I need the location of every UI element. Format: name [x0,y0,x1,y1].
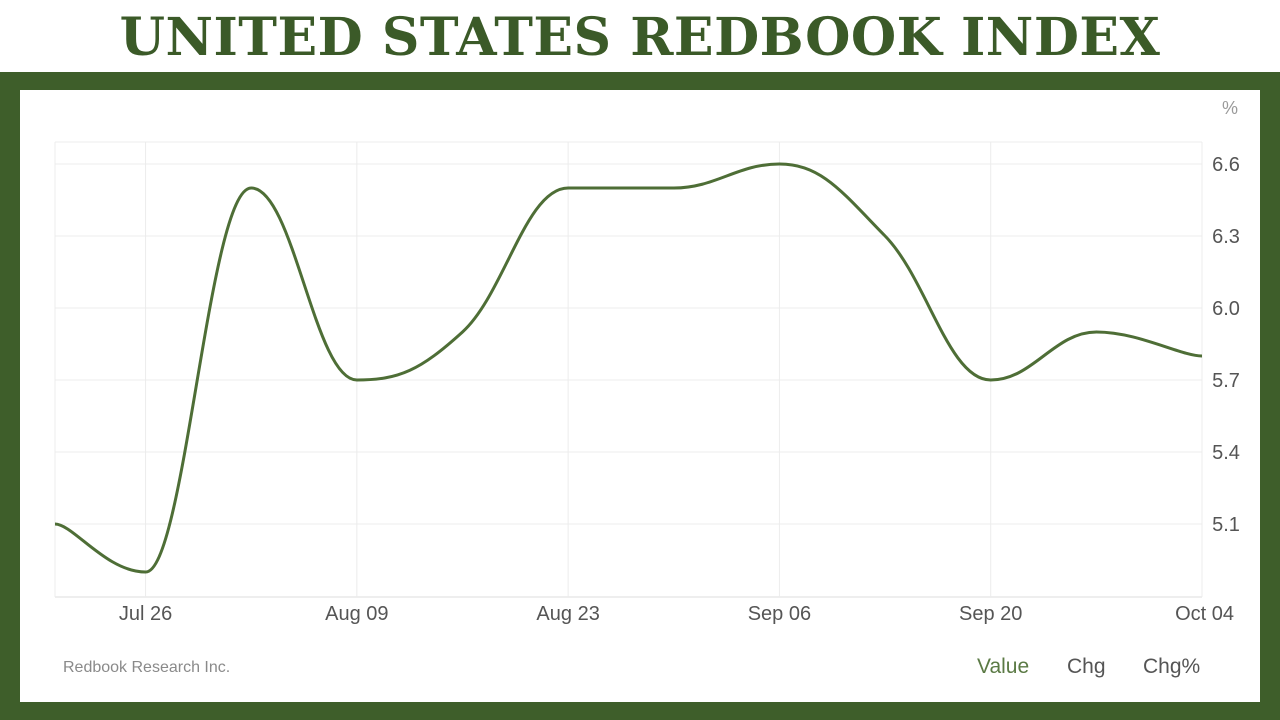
y-tick-label: 6.0 [1212,298,1240,320]
x-tick-label: Jul 26 [119,603,172,625]
page-title: UNITED STATES REDBOOK INDEX [119,7,1161,68]
x-axis-ticks: Jul 26 Aug 09 Aug 23 Sep 06 Sep 20 Oct 04 [119,603,1234,625]
series-line [54,162,1203,574]
x-grid-lines [54,142,1203,597]
data-points [53,162,1204,574]
data-point [566,186,570,190]
data-point [883,234,887,238]
x-tick-label: Aug 09 [325,603,388,625]
y-tick-label: 6.6 [1212,154,1240,176]
x-tick-label: Oct 04 [1175,603,1234,625]
data-point [460,330,464,334]
tab-chg-percent[interactable]: Chg% [1143,655,1201,678]
y-tick-label: 5.7 [1212,370,1240,392]
source-label: Redbook Research Inc. [63,659,231,676]
data-point [1200,354,1204,358]
y-tick-label: 5.4 [1212,442,1240,464]
data-point [249,186,253,190]
data-point [777,162,781,166]
data-point [144,570,148,574]
y-axis-unit: % [1222,98,1238,118]
data-point [1094,330,1098,334]
tab-chg[interactable]: Chg [1067,655,1106,678]
y-axis-ticks: 5.1 5.4 5.7 6.0 6.3 6.6 [1212,154,1240,536]
data-point [989,378,993,382]
x-tick-label: Sep 06 [748,603,811,625]
y-tick-label: 6.3 [1212,226,1240,248]
y-tick-label: 5.1 [1212,514,1240,536]
tab-value[interactable]: Value [977,655,1030,678]
data-point [53,522,57,526]
x-tick-label: Aug 23 [536,603,599,625]
chart-panel [20,90,1260,702]
data-point [355,378,359,382]
grid-lines [55,141,1202,598]
data-point [672,186,676,190]
x-tick-label: Sep 20 [959,603,1022,625]
